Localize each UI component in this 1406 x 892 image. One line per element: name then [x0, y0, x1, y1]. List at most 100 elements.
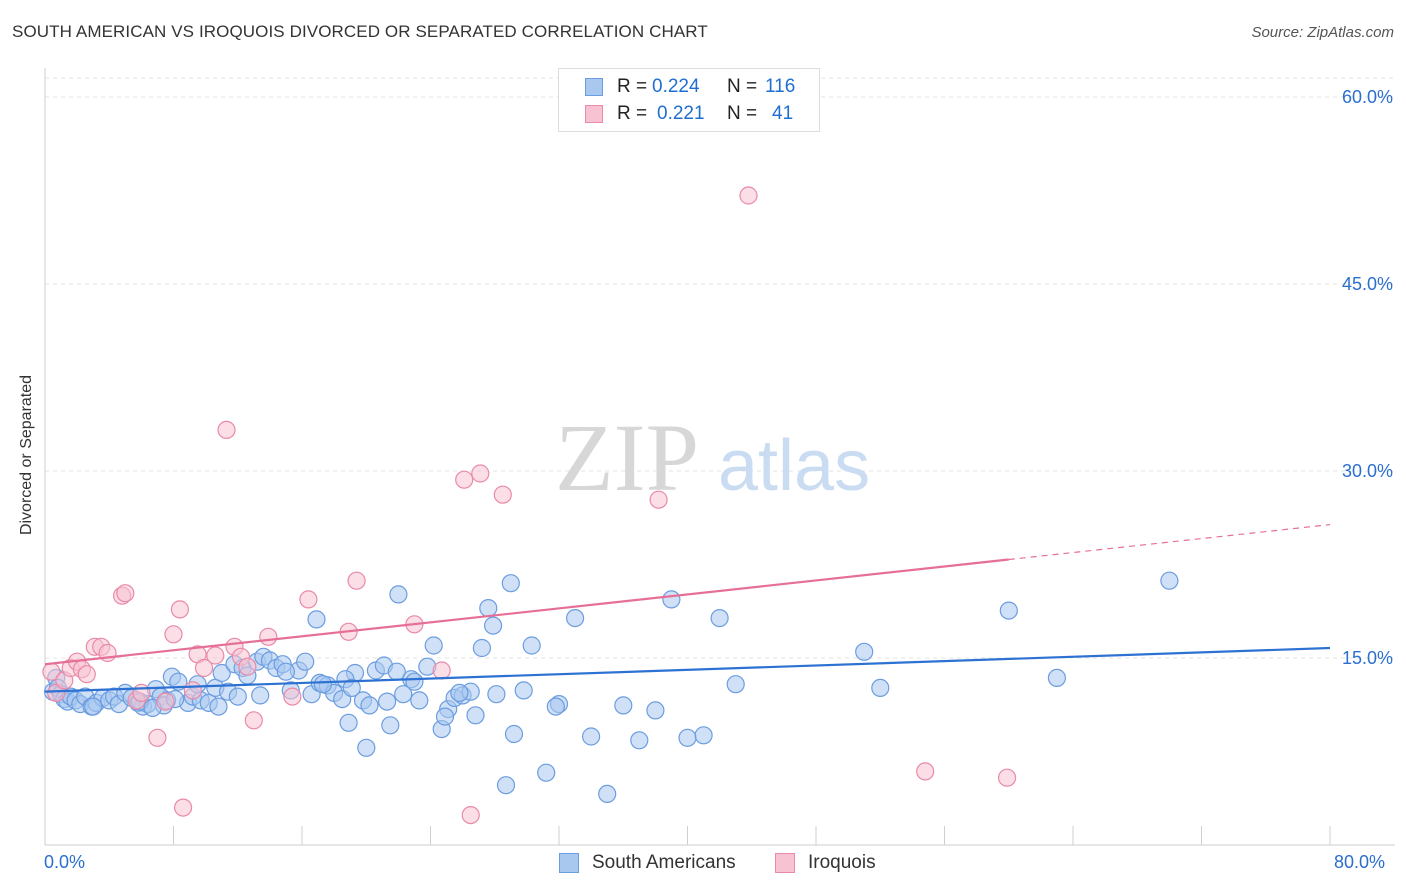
bottom-legend-swatch-pink [775, 853, 795, 873]
data-points [42, 186, 1179, 825]
watermark-atlas: atlas [718, 426, 870, 506]
data-point [212, 663, 231, 683]
legend-r-value: 0.221 [657, 103, 705, 124]
y-tick-labels: 15.0% 30.0% 45.0% 60.0% [1342, 87, 1393, 668]
legend-swatch-blue [585, 78, 603, 96]
data-point [493, 485, 512, 504]
data-point [156, 692, 175, 711]
axes [44, 68, 1395, 846]
data-point [581, 727, 601, 746]
data-point [296, 652, 315, 671]
watermark: ZIP atlas [555, 404, 870, 511]
data-point [339, 713, 358, 732]
legend-n-label: N = [727, 103, 758, 124]
data-point [726, 675, 745, 694]
data-point [522, 636, 541, 655]
legend-r-label: R = [617, 76, 648, 97]
data-point [77, 665, 96, 684]
data-point [378, 692, 397, 711]
data-point [424, 636, 443, 655]
data-point [466, 706, 485, 725]
data-point [916, 762, 935, 781]
data-point [646, 701, 665, 720]
data-point [614, 696, 633, 715]
data-point [132, 683, 151, 703]
data-point [84, 697, 103, 716]
bottom-legend-swatch-blue [559, 853, 579, 873]
data-point [479, 598, 498, 618]
data-point [710, 608, 729, 628]
data-point [649, 490, 668, 509]
trend-line-iroquois-extension [1008, 524, 1331, 561]
data-point [496, 776, 516, 795]
data-point [432, 661, 451, 680]
trend-lines [44, 524, 1331, 693]
chart-title: SOUTH AMERICAN VS IROQUOIS DIVORCED OR S… [12, 22, 708, 41]
data-point [662, 590, 681, 609]
data-point [217, 420, 236, 439]
data-point [347, 571, 366, 590]
data-point [405, 672, 424, 691]
data-point [484, 616, 503, 635]
data-point [116, 584, 135, 603]
data-point [678, 728, 697, 747]
legend-r-label: R = [617, 103, 648, 124]
data-point [357, 738, 376, 757]
data-point [259, 627, 278, 646]
data-point [299, 590, 318, 609]
y-tick-label: 45.0% [1342, 274, 1393, 294]
data-point [410, 691, 429, 710]
data-point [360, 696, 379, 715]
legend-swatch-pink [585, 105, 603, 123]
data-point [276, 662, 295, 681]
data-point [694, 726, 713, 745]
data-point [170, 600, 189, 619]
data-point [537, 763, 556, 782]
data-point [1160, 571, 1179, 590]
data-point [999, 601, 1018, 620]
data-point [598, 784, 617, 804]
data-point [472, 638, 491, 658]
data-point [394, 685, 413, 704]
data-point [251, 686, 270, 705]
data-point [206, 646, 225, 665]
data-point [1047, 668, 1067, 688]
data-point [183, 681, 202, 700]
legend-n-value: 116 [765, 76, 796, 97]
source-label: Source: ZipAtlas.com [1251, 24, 1394, 41]
data-point [244, 711, 263, 730]
y-tick-label: 15.0% [1342, 648, 1393, 668]
data-point [194, 658, 214, 678]
data-point [435, 707, 455, 726]
data-point [450, 683, 469, 703]
trend-line-south-americans [44, 646, 1331, 693]
data-point [148, 728, 167, 747]
data-point [209, 697, 228, 716]
data-point [739, 186, 758, 205]
data-point [487, 685, 506, 704]
data-point [504, 724, 524, 744]
data-point [630, 731, 649, 750]
bottom-legend-label: Iroquois [808, 852, 876, 873]
legend-n-label: N = [727, 76, 758, 97]
data-point [514, 681, 533, 700]
data-point [164, 625, 183, 644]
data-point [855, 642, 874, 661]
y-tick-label: 60.0% [1342, 87, 1393, 107]
data-point [389, 585, 408, 604]
bottom-legend-label: South Americans [592, 852, 736, 873]
data-point [455, 470, 474, 489]
data-point [307, 610, 326, 629]
data-point [342, 678, 361, 698]
grid-lines [45, 77, 1395, 659]
data-point [238, 657, 257, 676]
watermark-zip: ZIP [555, 404, 699, 511]
data-point [381, 716, 400, 735]
data-point [997, 768, 1017, 787]
data-point [461, 805, 480, 825]
data-point [283, 687, 302, 706]
data-point [174, 798, 193, 817]
legend-r-value: 0.224 [652, 76, 700, 97]
data-point [228, 687, 247, 706]
